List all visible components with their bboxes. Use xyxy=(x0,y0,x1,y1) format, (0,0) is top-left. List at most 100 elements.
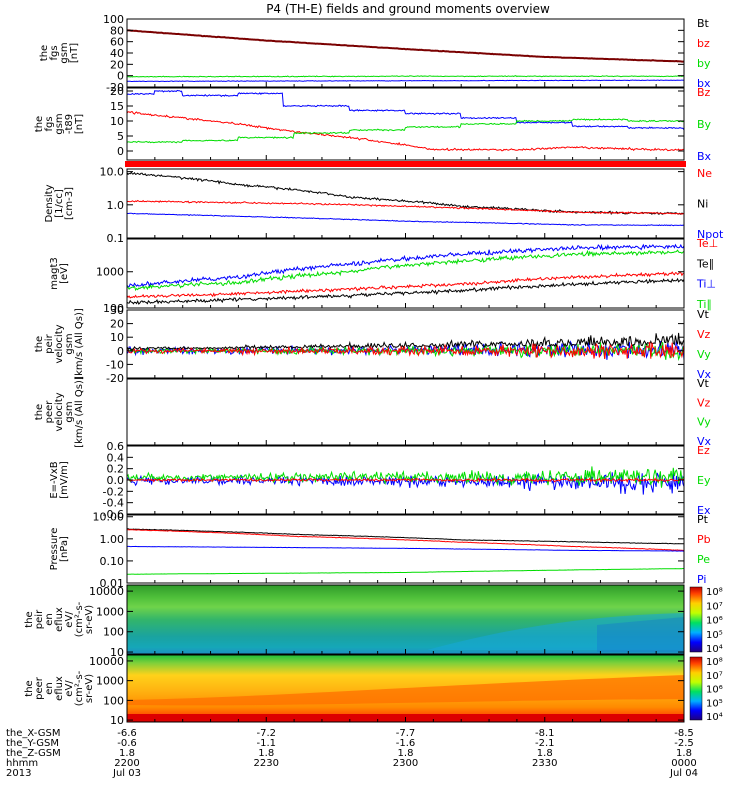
x-axis-row-label: the_Z-GSM xyxy=(6,748,61,759)
legend-entry: Bt xyxy=(697,17,710,30)
y-tick-label: 20 xyxy=(110,85,124,98)
y-tick-label: 10 xyxy=(110,331,124,344)
y-tick-label: 20 xyxy=(110,318,124,331)
y-axis-label: [km/s (All Qs)] xyxy=(74,376,85,448)
y-axis-label: eV/ xyxy=(64,611,75,628)
y-axis-label: gsm xyxy=(64,401,75,422)
y-tick-label: 0.1 xyxy=(107,232,125,245)
legend-entry: bx xyxy=(697,77,711,90)
heatmap-low-flux-2 xyxy=(597,617,684,652)
y-axis-label: eV/ xyxy=(64,680,75,697)
x-axis-value: -8.1 xyxy=(535,728,555,739)
y-axis-label: the xyxy=(34,116,45,132)
colorbar-scale xyxy=(689,656,703,721)
series-line xyxy=(127,89,684,131)
x-axis-value: -2.5 xyxy=(674,738,694,749)
series-group xyxy=(127,332,684,362)
y-axis-label: sr-eV) xyxy=(84,674,95,703)
panel-7: -0.6-0.4-0.20.00.20.40.6 E=-VxB [mV/m] Ez Ey… xyxy=(49,440,711,521)
x-axis-value: -1.1 xyxy=(256,738,276,749)
x-axis-value: 0000 xyxy=(671,758,696,769)
legend-entry: Pb xyxy=(697,533,711,546)
y-tick-label: 0 xyxy=(117,345,124,358)
y-tick-label: 0.01 xyxy=(100,577,125,590)
legend-entry: Ni xyxy=(697,198,708,211)
y-axis-label: peer xyxy=(44,400,55,424)
legend-entry: Ti∥ xyxy=(696,298,712,311)
x-axis-value: 2200 xyxy=(114,758,139,769)
legend-entry: Pt xyxy=(697,513,709,526)
y-tick-label: 100 xyxy=(103,694,124,707)
colorbar-label: 10⁴ xyxy=(706,712,723,723)
y-tick-label: 30 xyxy=(110,304,124,317)
legend-entry: By xyxy=(697,118,712,131)
y-axis-label: gsm xyxy=(64,333,75,354)
y-tick-label: 100 xyxy=(103,13,124,26)
series-line xyxy=(127,243,684,289)
series-line xyxy=(127,341,684,359)
legend-entry: Vz xyxy=(697,396,711,409)
y-axis-label: velocity xyxy=(54,324,65,363)
series-group xyxy=(127,171,684,227)
y-tick-label: 1000 xyxy=(96,266,124,279)
legend-entry: Bx xyxy=(697,150,712,163)
x-axis-value: 2230 xyxy=(254,758,279,769)
y-tick-label: -10 xyxy=(106,358,124,371)
y-axis-label: [1/cc] xyxy=(54,189,65,218)
y-tick-label: 0 xyxy=(117,70,124,83)
x-axis-value: -1.6 xyxy=(396,738,416,749)
x-axis-value: -7.2 xyxy=(256,728,276,739)
series-line xyxy=(127,79,684,83)
x-axis-value: 1.8 xyxy=(398,748,414,759)
legend-entry: Ez xyxy=(697,444,710,457)
series-line xyxy=(127,249,684,292)
x-axis-row-label: 2013 xyxy=(6,768,31,779)
y-tick-label: 15 xyxy=(110,100,124,113)
y-tick-label: -0.4 xyxy=(103,497,124,510)
colorbar-label: 10⁴ xyxy=(706,644,723,655)
colorbar-label: 10⁸ xyxy=(706,657,723,668)
series-group xyxy=(127,29,684,83)
y-tick-label: 20 xyxy=(110,58,124,71)
legend-entry: Pi xyxy=(697,573,706,586)
y-axis-label: [nT] xyxy=(69,43,80,63)
x-axis-value: -8.5 xyxy=(674,728,694,739)
colorbar-scale xyxy=(689,586,703,653)
y-tick-label: 0.0 xyxy=(107,474,125,487)
y-axis-label: peir xyxy=(34,609,45,629)
y-tick-label: 10000 xyxy=(89,585,124,598)
y-tick-label: 80 xyxy=(110,24,124,37)
y-tick-label: 1.00 xyxy=(100,533,125,546)
y-axis-label: en xyxy=(44,682,55,695)
y-tick-label: 0 xyxy=(117,145,124,158)
series-line xyxy=(127,332,684,350)
y-tick-label: 40 xyxy=(110,47,124,60)
series-line xyxy=(127,171,684,216)
y-tick-label: 0.2 xyxy=(107,463,125,476)
legend-entry: Ti⊥ xyxy=(696,278,716,291)
panel-8: 0.01 0.10 1.00 10.00 Pressure [nPa] Pt Pb Pe Pi xyxy=(49,511,711,590)
y-tick-label: -0.6 xyxy=(103,508,124,521)
y-axis-label: peer xyxy=(34,676,45,700)
y-axis-label: magt3 xyxy=(49,257,60,290)
legend-entry: Vx xyxy=(697,368,712,381)
colorbar: 10⁴ 10⁵ 10⁶ 10⁷ 10⁸ xyxy=(689,656,723,723)
y-tick-label: 0.4 xyxy=(107,451,125,464)
y-tick-label: 10 xyxy=(110,714,124,727)
series-group xyxy=(127,528,684,575)
y-axis-label: [eV] xyxy=(59,263,70,284)
y-tick-label: -20 xyxy=(106,81,124,94)
series-line xyxy=(127,529,684,551)
series-line xyxy=(127,75,684,78)
y-axis-label: the xyxy=(24,680,35,696)
heatmap-low-flux xyxy=(427,613,684,650)
panel-10: 10⁴ 10⁵ 10⁶ 10⁷ 10⁸ 10 100 1000 10000 the peer en ef… xyxy=(24,654,723,727)
x-axis-value: Jul 03 xyxy=(112,768,141,779)
series-line xyxy=(127,29,684,63)
y-tick-label: 10 xyxy=(110,646,124,659)
y-tick-label: 60 xyxy=(110,36,124,49)
